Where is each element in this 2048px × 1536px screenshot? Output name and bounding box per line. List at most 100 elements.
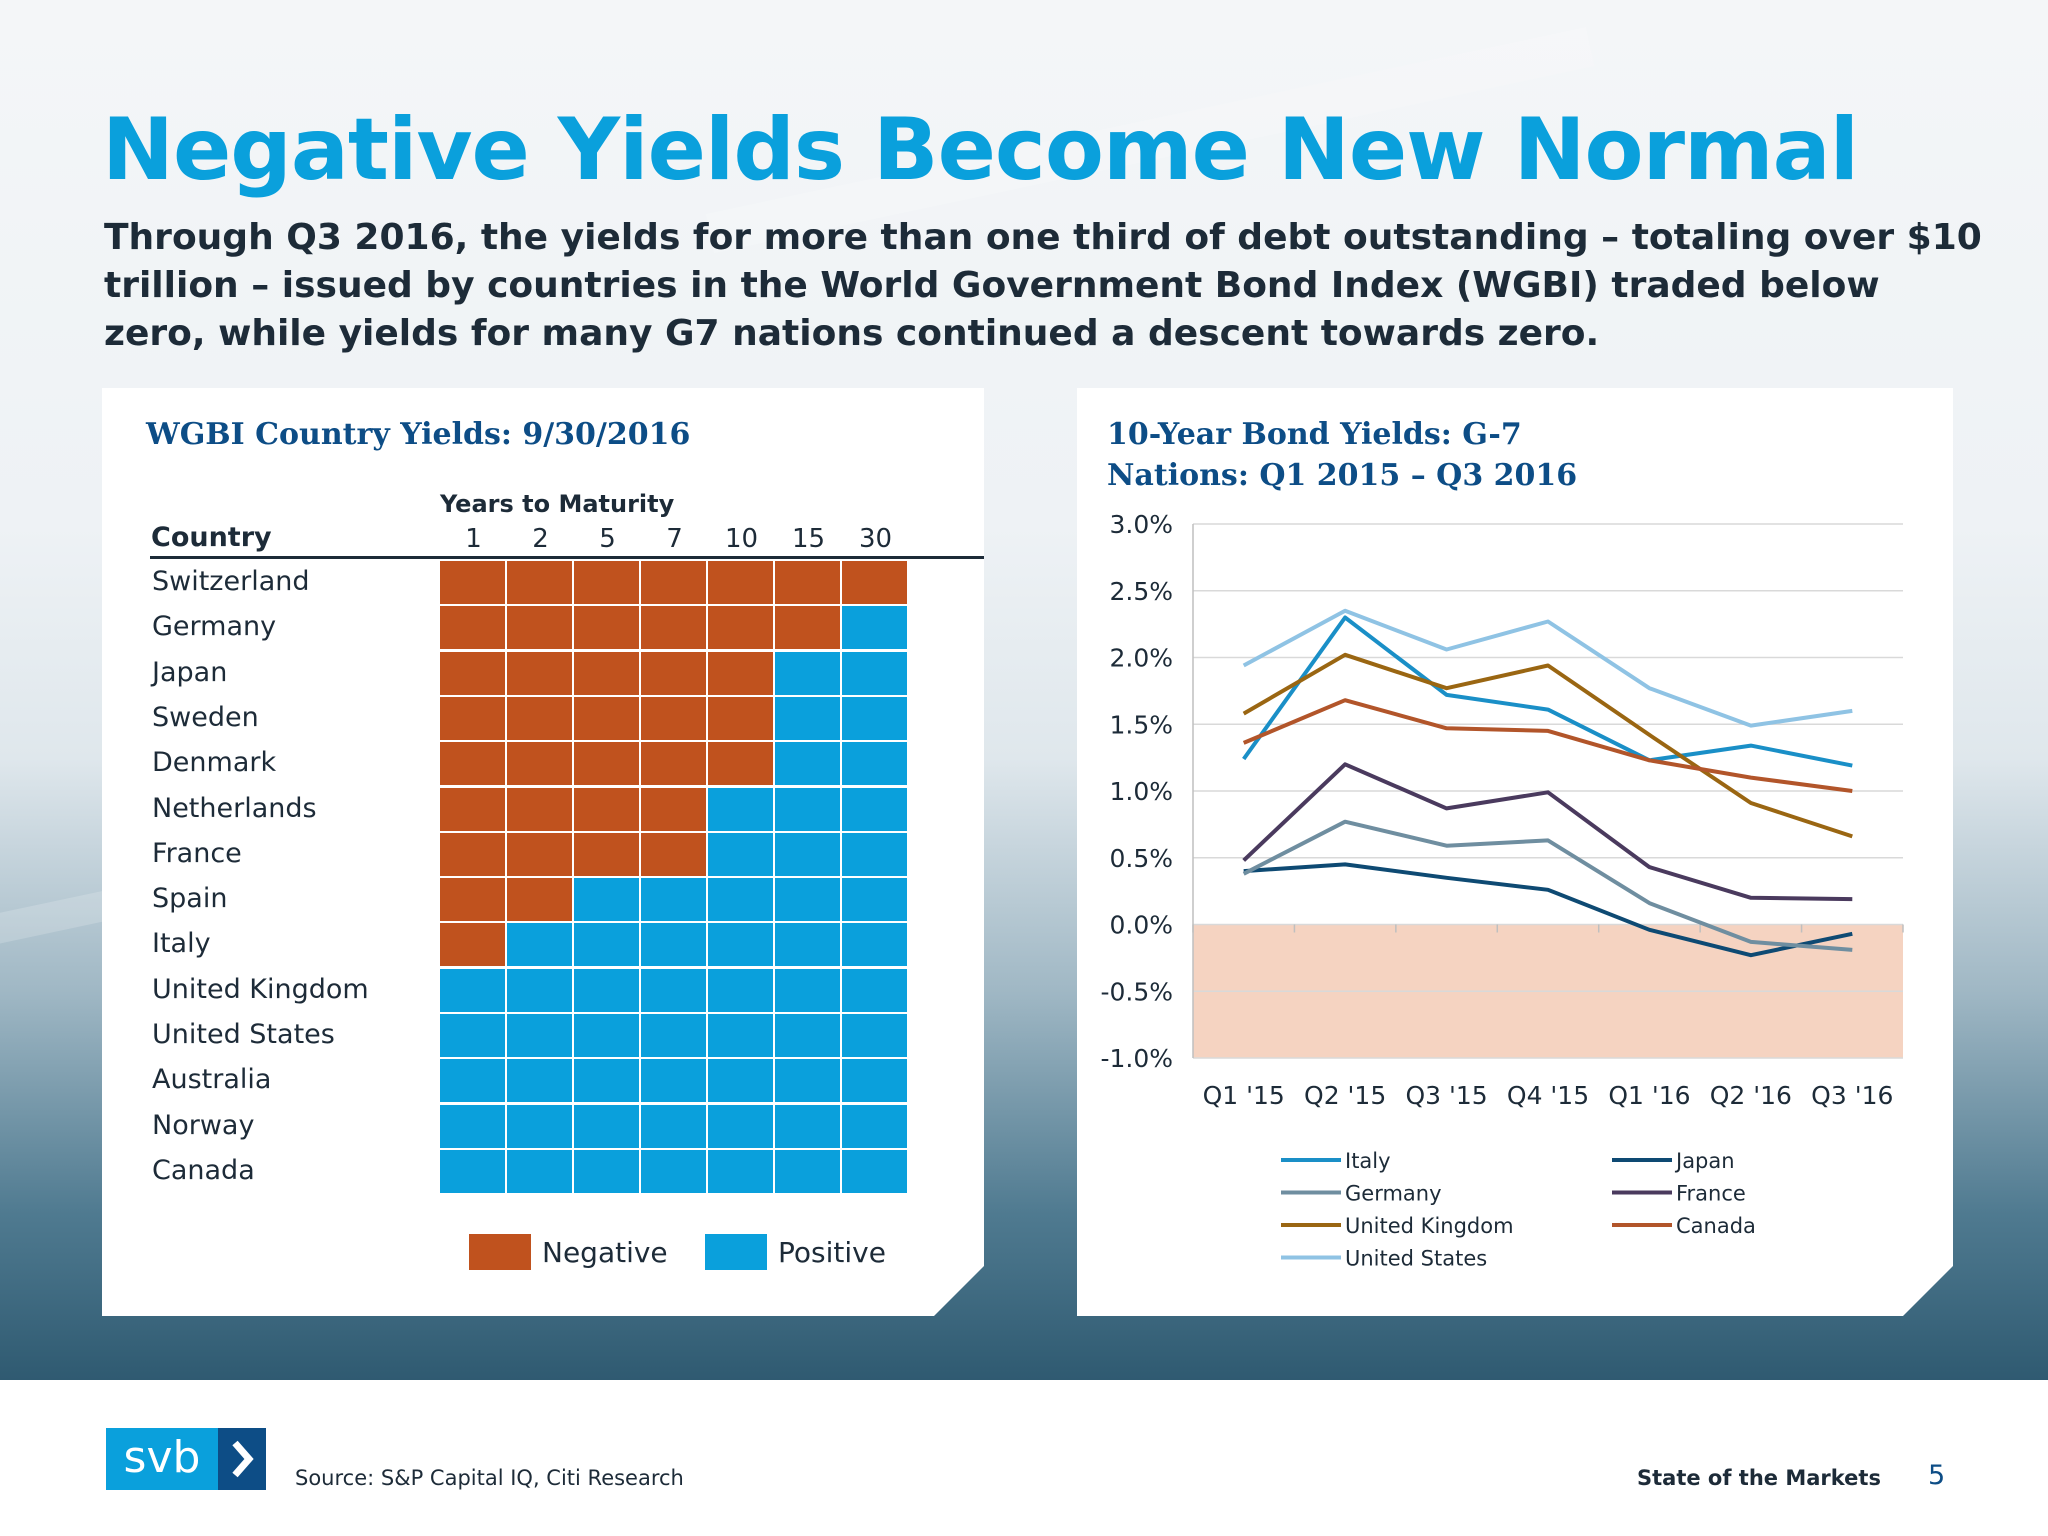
- heatmap-cell: [775, 1014, 840, 1057]
- maturity-header-10: 10: [724, 524, 759, 554]
- heatmap-cell: [842, 652, 907, 695]
- heatmap-cell: [641, 969, 706, 1012]
- heatmap-cell: [574, 788, 639, 831]
- heatmap-cell: [775, 1105, 840, 1148]
- heatmap-cell: [507, 652, 572, 695]
- heatmap-cell: [440, 697, 505, 740]
- heatmap-cell: [507, 1059, 572, 1102]
- heatmap-title: WGBI Country Yields: 9/30/2016: [146, 417, 691, 452]
- chevron-right-icon: [218, 1428, 266, 1490]
- svb-logo: svb: [106, 1428, 266, 1490]
- country-label: Netherlands: [152, 792, 317, 824]
- y-tick-label: 2.0%: [1109, 644, 1173, 673]
- legend-label: Germany: [1345, 1182, 1442, 1206]
- heatmap-cell: [440, 742, 505, 785]
- legend-label: United States: [1345, 1247, 1487, 1271]
- x-tick-label: Q3 '16: [1811, 1081, 1893, 1110]
- heatmap-cell: [507, 606, 572, 649]
- heatmap-cell: [440, 923, 505, 966]
- heatmap-cell: [440, 606, 505, 649]
- y-tick-label: 0.5%: [1109, 844, 1173, 873]
- x-tick-label: Q3 '15: [1405, 1081, 1487, 1110]
- country-label: United Kingdom: [152, 973, 369, 1005]
- legend-label: Japan: [1674, 1149, 1735, 1173]
- maturity-header-7: 7: [666, 524, 683, 554]
- heatmap-cell: [641, 742, 706, 785]
- heatmap-cell: [641, 923, 706, 966]
- header-rule: [150, 556, 1014, 559]
- heatmap-cell: [440, 1014, 505, 1057]
- heatmap-cell: [775, 969, 840, 1012]
- heatmap-cell: [641, 1105, 706, 1148]
- heatmap-cell: [440, 561, 505, 604]
- x-tick-label: Q1 '16: [1608, 1081, 1690, 1110]
- heatmap-cell: [440, 652, 505, 695]
- heatmap-cell: [507, 742, 572, 785]
- series-line: [1244, 655, 1853, 837]
- heatmap-cell: [574, 561, 639, 604]
- heatmap-cell: [574, 1105, 639, 1148]
- heatmap-cell: [507, 697, 572, 740]
- heatmap-cell: [641, 1059, 706, 1102]
- country-label: Denmark: [152, 747, 277, 779]
- country-label: Spain: [152, 883, 228, 915]
- heatmap-cell: [641, 697, 706, 740]
- heatmap-cell: [641, 652, 706, 695]
- heatmap-cell: [641, 833, 706, 876]
- legend-negative-label: Negative: [542, 1236, 668, 1269]
- page-subtitle: Through Q3 2016, the yields for more tha…: [104, 217, 1982, 354]
- series-line: [1244, 700, 1853, 791]
- heatmap-cell: [574, 1150, 639, 1193]
- series-line: [1244, 864, 1853, 955]
- heatmap-cell: [775, 1059, 840, 1102]
- heatmap-cell: [708, 1014, 773, 1057]
- y-tick-label: 1.0%: [1109, 777, 1173, 806]
- source-note: Source: S&P Capital IQ, Citi Research: [295, 1466, 684, 1490]
- heatmap-cell: [507, 1150, 572, 1193]
- y-tick-label: 1.5%: [1109, 710, 1173, 739]
- heatmap-cell: [440, 1105, 505, 1148]
- heatmap-cell: [842, 606, 907, 649]
- heatmap-cell: [775, 878, 840, 921]
- heatmap-cell: [775, 1150, 840, 1193]
- wgbi-yields-panel: WGBI Country Yields: 9/30/2016 Years to …: [102, 388, 984, 1316]
- line-chart-title: 10-Year Bond Yields: G-7 Nations: Q1 201…: [1107, 417, 1578, 493]
- heatmap-cell: [574, 742, 639, 785]
- series-line: [1244, 611, 1853, 726]
- heatmap-cell: [507, 969, 572, 1012]
- heatmap-cell: [574, 969, 639, 1012]
- heatmap-cell: [775, 606, 840, 649]
- series-line: [1244, 822, 1853, 950]
- x-tick-label: Q2 '15: [1304, 1081, 1386, 1110]
- maturity-header-1: 1: [465, 524, 482, 554]
- heatmap-cell: [440, 1059, 505, 1102]
- heatmap-cell: [641, 1014, 706, 1057]
- country-label: Italy: [152, 928, 211, 960]
- deck-name: State of the Markets: [1637, 1466, 1881, 1490]
- y-tick-label: -1.0%: [1100, 1044, 1173, 1073]
- y-tick-label: 2.5%: [1109, 577, 1173, 606]
- country-label: France: [152, 837, 242, 869]
- heatmap-cell: [842, 1105, 907, 1148]
- country-column-header: Country: [151, 522, 272, 553]
- heatmap-cell: [842, 878, 907, 921]
- heatmap-cell: [775, 742, 840, 785]
- heatmap-cell: [641, 878, 706, 921]
- country-label: Australia: [152, 1064, 272, 1096]
- heatmap-cell: [775, 697, 840, 740]
- legend-label: France: [1676, 1182, 1746, 1206]
- heatmap-cell: [775, 652, 840, 695]
- heatmap-cell: [842, 788, 907, 831]
- heatmap-cell: [842, 1014, 907, 1057]
- country-label: Germany: [152, 611, 277, 643]
- heatmap-cell: [440, 833, 505, 876]
- page-title: Negative Yields Become New Normal: [102, 100, 1859, 200]
- y-tick-label: 0.0%: [1109, 911, 1173, 940]
- years-to-maturity-label: Years to Maturity: [440, 490, 675, 518]
- heatmap-cell: [775, 923, 840, 966]
- heatmap-cell: [708, 833, 773, 876]
- maturity-header-15: 15: [791, 524, 826, 554]
- heatmap-cell: [574, 697, 639, 740]
- x-tick-label: Q1 '15: [1203, 1081, 1285, 1110]
- heatmap-cell: [842, 833, 907, 876]
